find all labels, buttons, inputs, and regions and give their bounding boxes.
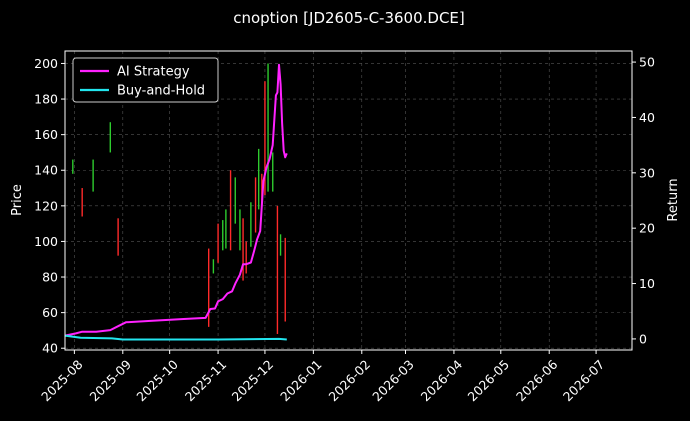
y2-tick-label: 50 [639, 55, 655, 70]
y-axis-left: 40 60 80 100 120 140 160 180 200 [34, 56, 65, 356]
y-axis-right: 0 10 20 30 40 50 [632, 55, 655, 346]
y-tick-label: 80 [42, 270, 58, 285]
candles [72, 63, 286, 334]
y-tick-label: 160 [34, 127, 58, 142]
y-tick-label: 200 [34, 56, 58, 71]
y2-tick-label: 20 [639, 221, 655, 236]
chart-title: cnoption [JD2605-C-3600.DCE] [233, 9, 465, 27]
y-tick-label: 100 [34, 234, 58, 249]
legend-box [72, 57, 219, 103]
y2-tick-label: 30 [639, 165, 655, 180]
y2-tick-label: 40 [639, 110, 655, 125]
y-tick-label: 120 [34, 198, 58, 213]
legend-label: Buy-and-Hold [117, 84, 205, 99]
y-tick-label: 180 [34, 92, 58, 107]
ai-strategy-line [64, 63, 288, 337]
y2-axis-title: Return [666, 178, 681, 221]
y-tick-label: 140 [34, 163, 58, 178]
legend: AI Strategy Buy-and-Hold [72, 57, 219, 103]
plot-frame [64, 50, 633, 351]
legend-label: AI Strategy [117, 65, 190, 80]
y-tick-label: 60 [42, 305, 58, 320]
series-lines [64, 63, 288, 341]
buy-and-hold-line [64, 334, 287, 341]
y-tick-label: 40 [42, 341, 58, 356]
y2-tick-label: 10 [639, 276, 655, 291]
y-axis-title: Price [10, 184, 25, 216]
y2-tick-label: 0 [639, 331, 647, 346]
